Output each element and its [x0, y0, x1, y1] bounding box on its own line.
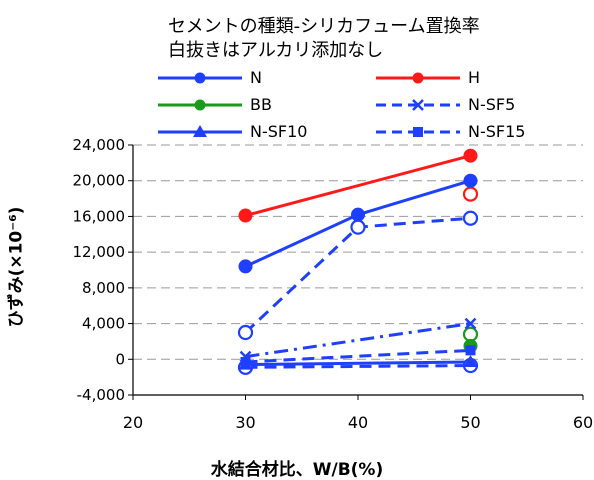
open-series-point — [462, 326, 479, 342]
series-lines — [244, 154, 471, 369]
x-tick-label: 20 — [123, 413, 143, 432]
open-series-line — [244, 216, 471, 334]
legend-item-n-sf15: N-SF15 — [376, 122, 576, 142]
open-series-point — [237, 324, 254, 341]
legend-swatch-n-sf10 — [158, 125, 242, 137]
open-series-line — [245, 364, 471, 369]
x-axis-title: 水結合材比、W/B(%) — [210, 460, 384, 480]
axes — [128, 144, 584, 400]
series-n-point — [351, 207, 365, 222]
open-series-point — [462, 186, 479, 202]
y-tick-label: 16,000 — [73, 207, 126, 225]
x-tick-label: 30 — [235, 413, 255, 432]
legend-title-line2: 白抜きはアルカリ添加なし — [168, 40, 384, 61]
legend-item-n-sf5: N-SF5 — [376, 95, 576, 115]
legend-title-line1: セメントの種類-シリカフューム置換率 — [168, 16, 480, 37]
y-tick-label: 24,000 — [73, 136, 126, 154]
y-tick-label: 4,000 — [82, 315, 125, 333]
series-h-line — [245, 154, 471, 217]
open-series-point — [350, 219, 366, 235]
legend-label-n-sf15: N-SF15 — [468, 122, 526, 141]
legend-swatch-n-sf5 — [376, 99, 460, 111]
y-tick-label: 8,000 — [82, 279, 125, 297]
x-tick-label: 50 — [460, 413, 480, 432]
legend-swatch-n — [158, 72, 242, 84]
series-n-sf15-point — [240, 356, 251, 367]
legend-item-n: N — [158, 68, 358, 88]
x-tick-label: 60 — [573, 413, 593, 432]
legend-swatch-h — [376, 72, 460, 84]
y-tick-label: -4,000 — [77, 386, 125, 404]
legend-swatch-n-sf15 — [376, 127, 460, 137]
series-n-sf10-line — [245, 360, 471, 367]
legend-swatch-bb — [158, 99, 242, 111]
legend-label-n: N — [250, 68, 262, 87]
series-markers — [237, 148, 479, 375]
series-n-point — [238, 259, 253, 274]
y-tick-label: 0 — [115, 350, 125, 368]
x-tick-label: 40 — [348, 413, 368, 432]
series-n-point — [463, 173, 478, 188]
y-tick-label: 12,000 — [73, 243, 126, 261]
series-n-sf15-point — [465, 345, 476, 356]
series-n-sf5-point — [464, 317, 477, 330]
legend-item-bb: BB — [158, 95, 358, 115]
y-axis-title: ひずみ(×10⁻⁶) — [6, 206, 27, 328]
x-tick-labels: 20 30 40 50 60 — [123, 413, 593, 432]
series-h-point — [463, 148, 478, 163]
legend-item-h: H — [376, 68, 576, 88]
legend-label-n-sf10: N-SF10 — [250, 122, 308, 141]
series-n-sf10-point — [463, 354, 478, 367]
legend-label-h: H — [468, 68, 481, 87]
open-series-point — [462, 210, 479, 226]
legend-item-n-sf10: N-SF10 — [158, 122, 358, 142]
legend-label-bb: BB — [250, 95, 272, 114]
legend-label-n-sf5: N-SF5 — [468, 95, 516, 114]
y-tick-label: 20,000 — [73, 172, 126, 190]
gridlines — [133, 144, 583, 360]
series-h-point — [238, 208, 253, 223]
y-tick-labels: -4,000 0 4,000 8,000 12,000 16,000 20,000 24,00… — [73, 136, 126, 404]
series-n-sf5-line — [245, 322, 471, 359]
